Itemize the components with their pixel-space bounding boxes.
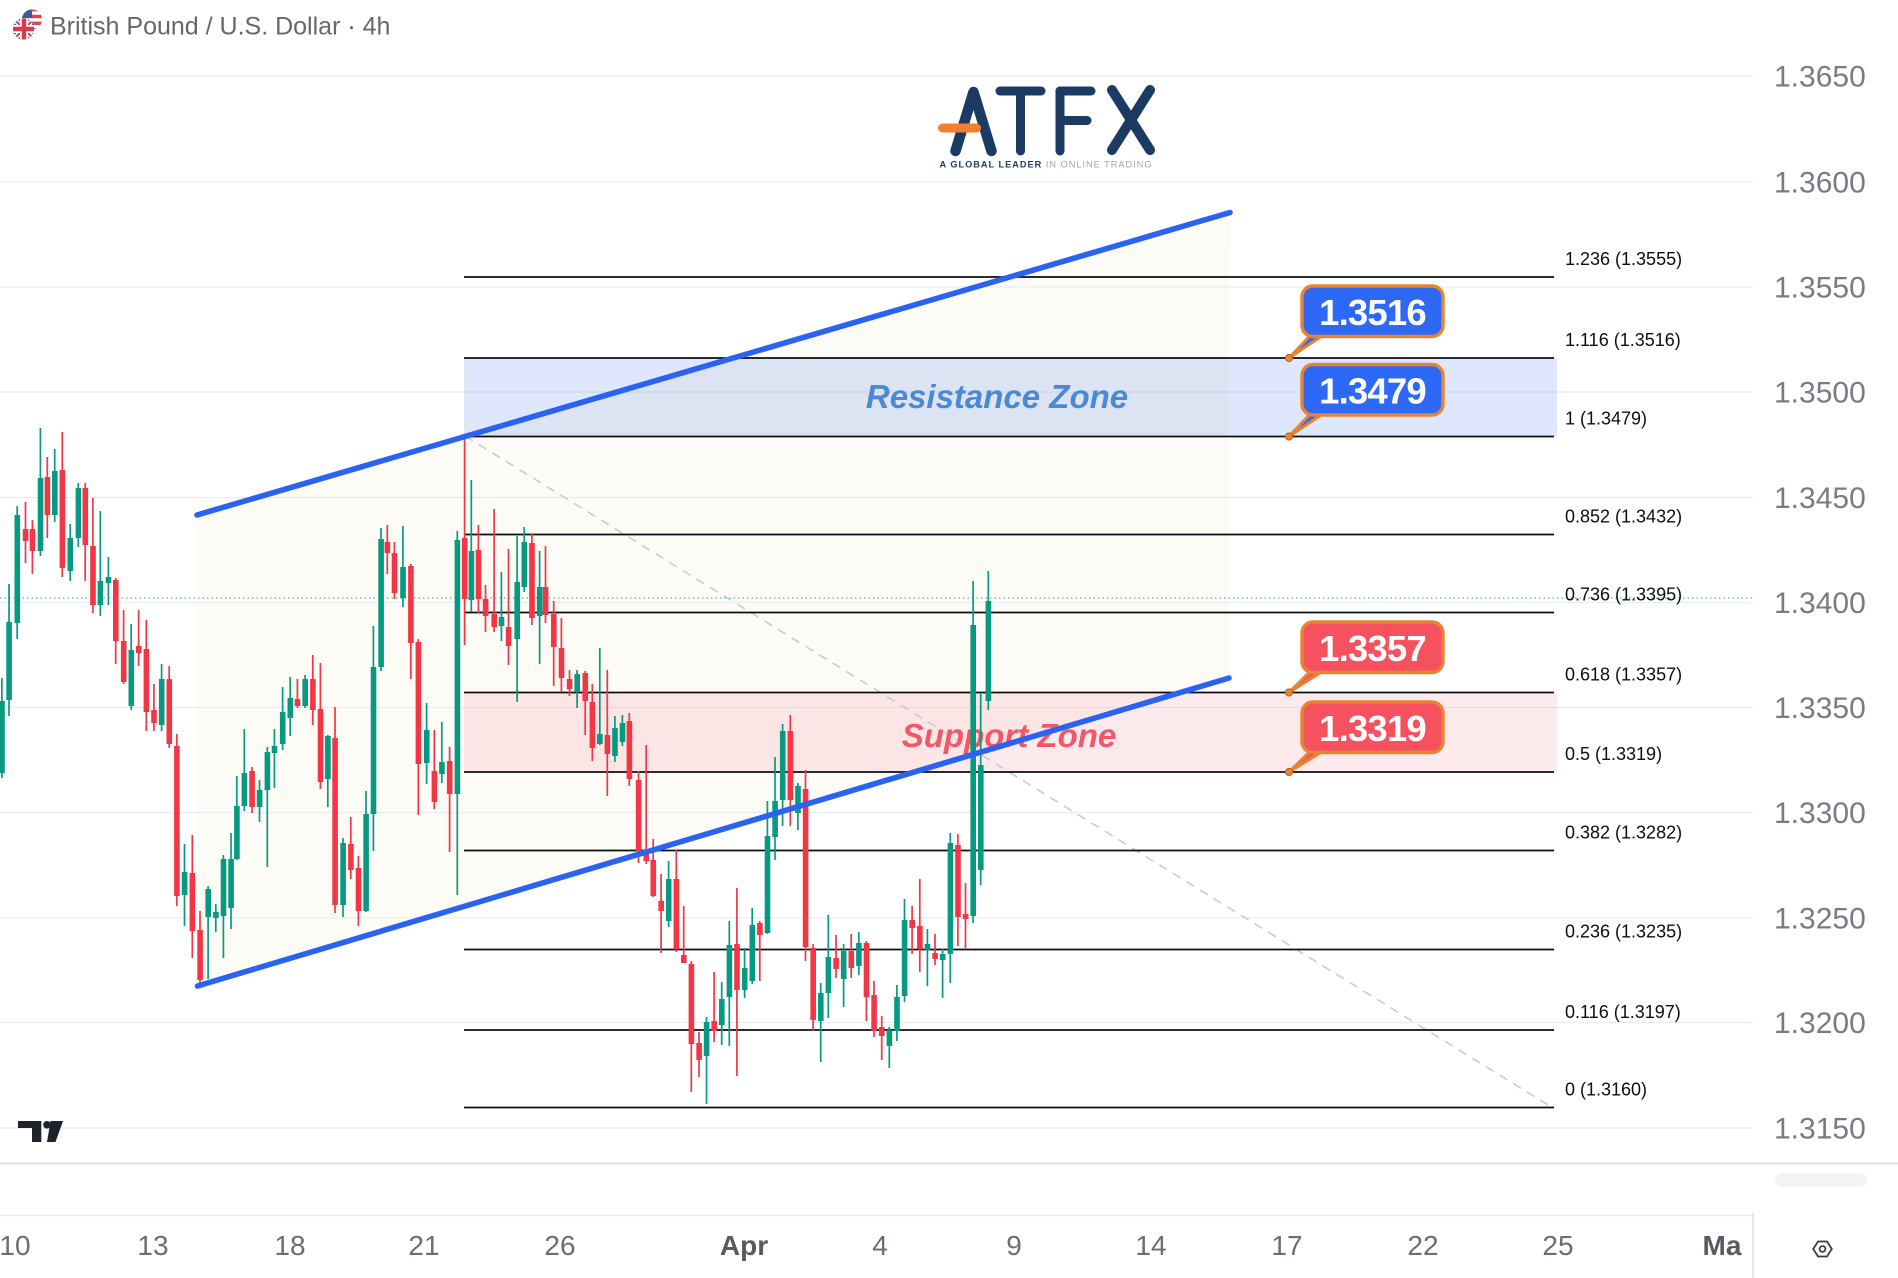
svg-text:25: 25 (1542, 1230, 1573, 1261)
svg-text:Ma: Ma (1703, 1230, 1742, 1261)
svg-text:1.3650: 1.3650 (1774, 61, 1866, 94)
svg-text:13: 13 (137, 1230, 168, 1261)
svg-text:1 (1.3479): 1 (1.3479) (1565, 409, 1647, 429)
svg-text:Resistance Zone: Resistance Zone (866, 378, 1128, 415)
svg-text:0.736 (1.3395): 0.736 (1.3395) (1565, 585, 1682, 605)
svg-text:0.5 (1.3319): 0.5 (1.3319) (1565, 744, 1662, 764)
svg-text:1.236 (1.3555): 1.236 (1.3555) (1565, 249, 1682, 269)
svg-text:9: 9 (1006, 1230, 1022, 1261)
svg-text:0.236 (1.3235): 0.236 (1.3235) (1565, 922, 1682, 942)
svg-text:0 (1.3160): 0 (1.3160) (1565, 1080, 1647, 1100)
svg-text:1.3479: 1.3479 (1319, 370, 1426, 411)
svg-text:0.618 (1.3357): 0.618 (1.3357) (1565, 665, 1682, 685)
svg-text:17: 17 (1271, 1230, 1302, 1261)
svg-text:1.3500: 1.3500 (1774, 377, 1866, 410)
svg-text:1.3450: 1.3450 (1774, 482, 1866, 515)
svg-text:4: 4 (872, 1230, 888, 1261)
svg-text:1.3300: 1.3300 (1774, 797, 1866, 830)
svg-text:14: 14 (1135, 1230, 1166, 1261)
svg-text:1.3350: 1.3350 (1774, 692, 1866, 725)
svg-text:1.3150: 1.3150 (1774, 1113, 1866, 1146)
svg-text:Apr: Apr (720, 1230, 768, 1261)
svg-text:British Pound / U.S. Dollar ·: British Pound / U.S. Dollar · 4h (50, 13, 390, 41)
svg-text:22: 22 (1407, 1230, 1438, 1261)
svg-text:18: 18 (274, 1230, 305, 1261)
svg-text:26: 26 (544, 1230, 575, 1261)
svg-text:1.3357: 1.3357 (1319, 628, 1426, 669)
svg-text:1.3600: 1.3600 (1774, 167, 1866, 200)
svg-text:10: 10 (0, 1230, 31, 1261)
svg-text:1.3200: 1.3200 (1774, 1007, 1866, 1040)
svg-text:0.116 (1.3197): 0.116 (1.3197) (1565, 1002, 1681, 1022)
svg-text:1.3550: 1.3550 (1774, 272, 1866, 305)
svg-text:0.382 (1.3282): 0.382 (1.3282) (1565, 823, 1682, 843)
svg-text:0.852 (1.3432): 0.852 (1.3432) (1565, 507, 1682, 527)
svg-text:1.3250: 1.3250 (1774, 903, 1866, 936)
svg-text:A GLOBAL LEADER IN ONLINE TRAD: A GLOBAL LEADER IN ONLINE TRADING (939, 160, 1152, 170)
svg-text:1.3319: 1.3319 (1319, 708, 1426, 749)
svg-text:1.116 (1.3516): 1.116 (1.3516) (1565, 330, 1681, 350)
svg-text:1.3400: 1.3400 (1774, 587, 1866, 620)
svg-text:1.3516: 1.3516 (1319, 292, 1426, 333)
svg-text:21: 21 (408, 1230, 439, 1261)
